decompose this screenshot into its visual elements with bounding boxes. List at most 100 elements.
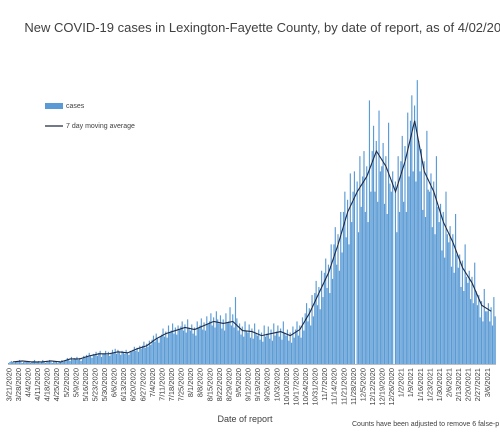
case-bar	[372, 125, 375, 364]
case-bar	[240, 334, 242, 364]
case-bar	[441, 250, 443, 364]
case-bar	[381, 166, 383, 364]
legend-label-cases: cases	[66, 103, 85, 110]
case-bar	[352, 191, 354, 364]
case-bar	[206, 316, 208, 364]
case-bar	[125, 349, 127, 364]
case-bar	[9, 361, 11, 364]
case-bar	[363, 151, 365, 364]
case-bar	[213, 317, 215, 364]
case-bar	[69, 360, 71, 364]
case-bar	[479, 317, 481, 364]
x-tick-label: 1/2/2021	[397, 368, 406, 397]
case-bar	[448, 242, 450, 364]
case-bar	[152, 335, 155, 364]
case-bar	[166, 337, 168, 364]
case-bar	[311, 295, 313, 364]
case-bar	[162, 328, 164, 364]
case-bar	[17, 361, 19, 364]
case-bar	[485, 311, 487, 364]
case-bar	[281, 339, 283, 364]
case-bar	[208, 321, 211, 364]
case-bar	[192, 333, 194, 364]
case-bar	[107, 351, 109, 364]
case-bar	[331, 278, 334, 364]
case-bar	[491, 325, 494, 364]
x-tick-label: 7/18/2020	[167, 368, 176, 401]
case-bar	[80, 360, 82, 364]
case-bar	[210, 313, 212, 364]
case-bar	[360, 206, 362, 364]
case-bar	[84, 357, 86, 364]
case-bar	[329, 293, 331, 364]
case-bar	[181, 321, 183, 364]
case-bar	[438, 222, 440, 364]
case-bar	[36, 361, 38, 364]
case-bar	[424, 217, 427, 364]
case-bar	[435, 156, 438, 364]
case-bar	[404, 146, 406, 364]
case-bar	[305, 303, 308, 364]
case-bar	[135, 350, 137, 364]
case-bar	[113, 352, 115, 364]
x-tick-label: 5/9/2020	[71, 368, 80, 397]
x-tick-label: 8/22/2020	[215, 368, 224, 401]
case-bar	[409, 120, 412, 364]
case-bar	[494, 316, 496, 364]
case-bar	[228, 321, 230, 364]
case-bar	[140, 348, 142, 364]
case-bar	[260, 332, 263, 364]
x-tick-label: 7/25/2020	[177, 368, 186, 401]
x-tick-label: 6/13/2020	[119, 368, 128, 401]
case-bar	[180, 326, 182, 364]
case-bar	[274, 335, 276, 364]
case-bar	[422, 209, 424, 364]
case-bar	[390, 191, 392, 364]
x-tick-label: 4/25/2020	[52, 368, 61, 401]
case-bar	[176, 334, 178, 364]
x-tick-label: 4/4/2020	[23, 368, 32, 397]
case-bar	[106, 354, 108, 364]
case-bar	[222, 319, 224, 364]
x-tick-label: 12/19/2020	[378, 368, 387, 406]
case-bar	[79, 357, 81, 364]
case-bar	[347, 199, 349, 364]
x-tick-label: 4/11/2020	[33, 368, 42, 401]
x-axis-title: Date of report	[217, 414, 273, 424]
case-bar	[262, 341, 264, 364]
case-bar	[251, 328, 253, 364]
case-bar	[21, 362, 23, 364]
case-bar	[14, 361, 16, 364]
case-bar	[429, 191, 431, 364]
case-bar	[239, 323, 241, 364]
case-bar	[285, 335, 287, 364]
case-bar	[321, 270, 323, 364]
case-bar	[254, 323, 256, 364]
case-bar	[418, 140, 420, 364]
case-bar	[39, 362, 41, 364]
case-bar	[366, 166, 368, 364]
x-tick-label: 1/23/2021	[425, 368, 434, 401]
case-bar	[454, 213, 457, 364]
case-bar	[304, 313, 306, 364]
x-tick-label: 3/28/2020	[14, 368, 23, 401]
case-bar	[173, 333, 175, 364]
case-bar	[103, 353, 105, 364]
case-bar	[480, 301, 483, 364]
case-bar	[43, 361, 45, 364]
x-tick-label: 9/26/2020	[263, 368, 272, 401]
x-tick-label: 6/27/2020	[138, 368, 147, 401]
case-bar	[161, 334, 163, 364]
case-bar	[452, 234, 454, 364]
case-bar	[215, 311, 217, 364]
case-bar	[27, 360, 29, 364]
x-tick-label: 1/30/2021	[435, 368, 444, 401]
case-bar	[203, 322, 205, 364]
case-bar	[146, 343, 148, 364]
case-bar	[282, 321, 284, 364]
case-bar	[400, 161, 402, 364]
case-bar	[118, 351, 120, 364]
case-bar	[256, 335, 258, 364]
case-bar	[289, 332, 291, 364]
x-tick-label: 7/4/2020	[148, 368, 157, 397]
